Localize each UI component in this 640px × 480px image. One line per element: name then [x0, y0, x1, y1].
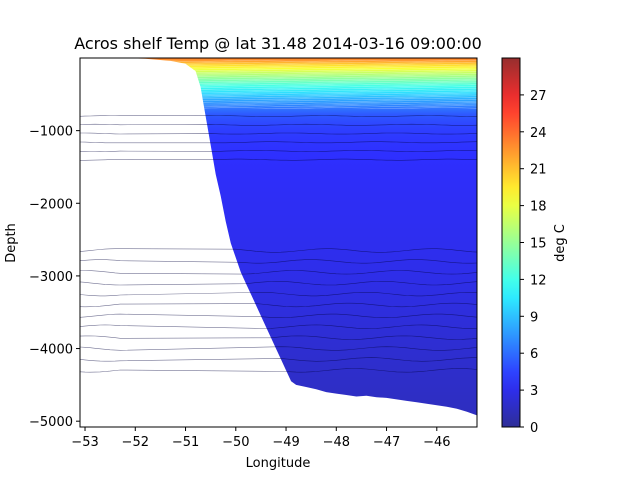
plot-frame — [79, 57, 478, 428]
isotherm-line — [80, 87, 477, 89]
isotherm-line — [80, 90, 477, 93]
isotherm-line — [80, 63, 477, 66]
isotherm-line — [80, 67, 477, 70]
x-tick-label: −47 — [373, 435, 400, 450]
isotherm-line — [80, 335, 477, 340]
colorbar-tick-label: 6 — [530, 347, 538, 362]
isotherm-line — [80, 291, 477, 297]
colorbar-tick-label: 15 — [530, 237, 547, 252]
chart-title: Acros shelf Temp @ lat 31.48 2014-03-16 … — [74, 34, 482, 53]
colorbar-tick-label: 12 — [530, 273, 547, 288]
ocean-temperature-fill — [125, 58, 477, 416]
isotherm-line — [80, 115, 477, 117]
y-axis: −1000 −2000 −3000 −4000 −5000 — [29, 125, 80, 430]
isotherm-line — [80, 150, 477, 152]
isotherm-line — [80, 357, 477, 362]
isotherm-line — [80, 158, 477, 161]
isotherm-line — [80, 103, 477, 106]
isotherm-line — [80, 96, 477, 99]
isotherm-line — [80, 132, 477, 135]
colorbar-tick-label: 3 — [530, 384, 538, 399]
x-tick-label: −50 — [222, 435, 249, 450]
isotherm-line — [80, 59, 477, 62]
isotherm-line — [80, 100, 477, 102]
isotherm-line — [80, 107, 477, 109]
isotherm-line — [80, 141, 477, 144]
y-tick-label: −2000 — [29, 197, 73, 212]
isotherm-line — [80, 259, 477, 264]
y-tick-label: −5000 — [29, 415, 73, 430]
y-tick-label: −4000 — [29, 343, 73, 358]
x-tick-label: −51 — [172, 435, 199, 450]
isotherm-line — [80, 248, 477, 253]
isotherm-line — [80, 270, 477, 275]
colorbar-tick-label: 24 — [530, 126, 547, 141]
isotherm-line — [80, 123, 477, 126]
isotherm-line — [80, 346, 477, 351]
x-tick-label: −48 — [323, 435, 350, 450]
isotherm-line — [80, 281, 477, 286]
isotherm-line — [80, 105, 477, 108]
isotherm-line — [80, 78, 477, 80]
isotherm-line — [80, 61, 477, 64]
colorbar: 0 3 6 9 12 15 18 21 24 27 deg C — [501, 57, 568, 436]
isotherm-line — [80, 92, 477, 95]
isotherm-line — [80, 74, 477, 77]
isotherm-line — [80, 324, 477, 329]
x-axis: −53 −52 −51 −50 −49 −48 −47 −46 — [71, 427, 451, 450]
isotherm-line — [80, 89, 477, 91]
isotherm-line — [80, 313, 477, 319]
isotherm-line — [80, 69, 477, 71]
colorbar-tick-label: 18 — [530, 200, 547, 215]
colorbar-tick-label: 27 — [530, 89, 547, 104]
colorbar-label: deg C — [553, 224, 568, 262]
colorbar-tick-label: 21 — [530, 163, 547, 178]
x-tick-label: −53 — [71, 435, 98, 450]
isotherm-line — [80, 94, 477, 97]
colorbar-tick-label: 9 — [530, 310, 538, 325]
isotherm-lines — [80, 59, 477, 373]
y-axis-label: Depth — [4, 223, 19, 263]
plot-area — [79, 57, 478, 428]
x-tick-label: −46 — [423, 435, 450, 450]
isotherm-line — [80, 101, 477, 104]
x-axis-label: Longitude — [246, 456, 311, 471]
colorbar-bar — [501, 57, 521, 428]
isotherm-line — [80, 65, 477, 68]
colorbar-tick-label: 0 — [530, 421, 538, 436]
isotherm-line — [80, 83, 477, 86]
isotherm-line — [80, 72, 477, 75]
x-tick-label: −52 — [122, 435, 149, 450]
isotherm-line — [80, 70, 477, 73]
isotherm-line — [80, 368, 477, 373]
isotherm-line — [80, 98, 477, 100]
isotherm-line — [80, 85, 477, 88]
isotherm-line — [80, 76, 477, 79]
y-tick-label: −1000 — [29, 125, 73, 140]
colorbar-ticks: 0 3 6 9 12 15 18 21 24 27 — [520, 89, 547, 436]
x-tick-label: −49 — [272, 435, 299, 450]
isotherm-line — [80, 302, 477, 308]
isotherm-line — [80, 81, 477, 84]
y-tick-label: −3000 — [29, 270, 73, 285]
isotherm-line — [80, 80, 477, 82]
